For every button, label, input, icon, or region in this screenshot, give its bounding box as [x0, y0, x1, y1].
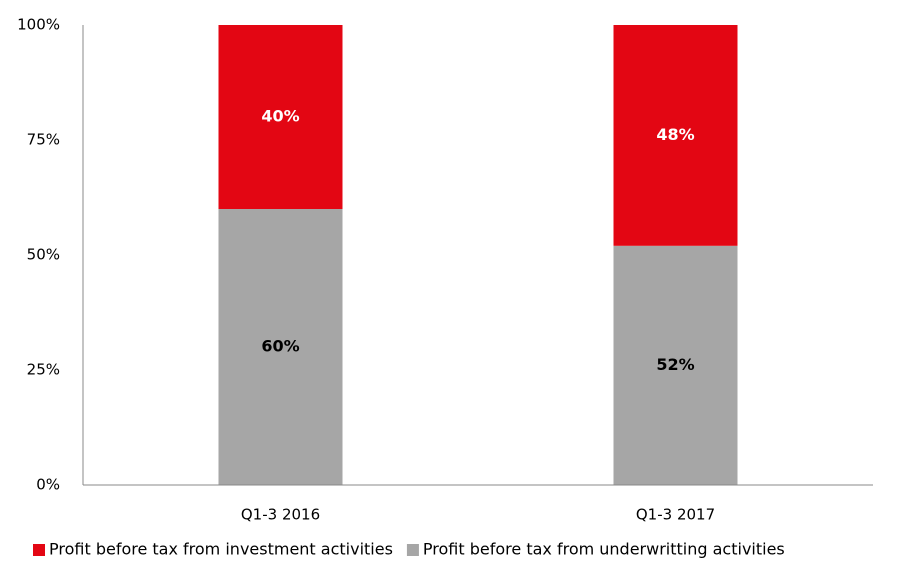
bar-segment	[218, 25, 343, 209]
legend-label: Profit before tax from underwritting act…	[423, 540, 785, 559]
value-label: 40%	[261, 107, 299, 126]
y-tick-label: 50%	[27, 246, 60, 264]
value-label: 60%	[261, 337, 299, 356]
y-tick-label: 100%	[17, 16, 60, 34]
bar-segment	[613, 245, 738, 485]
legend-swatch	[33, 544, 45, 556]
legend-label: Profit before tax from investment activi…	[49, 540, 393, 559]
legend-swatch	[406, 544, 419, 556]
y-tick-label: 75%	[27, 131, 60, 149]
bar-segment	[218, 209, 343, 485]
value-label: 52%	[656, 355, 694, 374]
y-tick-label: 25%	[27, 361, 60, 379]
value-label: 48%	[656, 125, 694, 144]
bar-segment	[613, 25, 738, 246]
x-tick-label: Q1-3 2016	[241, 506, 320, 524]
y-tick-label: 0%	[36, 476, 60, 494]
x-tick-label: Q1-3 2017	[636, 506, 715, 524]
